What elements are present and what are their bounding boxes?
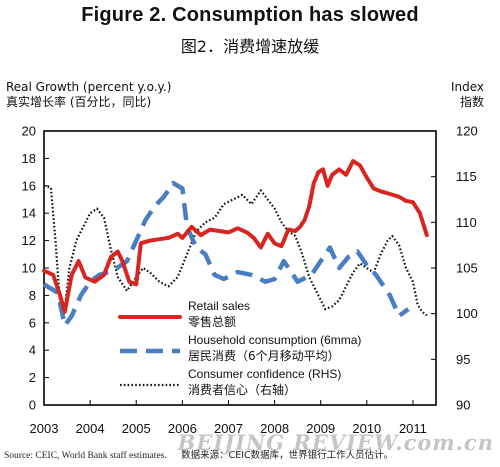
left-tick-label: 10 [22,261,36,276]
legend-label-en: Consumer confidence (RHS) [188,367,341,381]
source-note-cn: 数据来源：CEIC数据库，世界银行工作人员估计。 [181,450,394,461]
watermark: BEIJING REVIEW.com.cn [177,430,494,455]
right-axis-title-cn: 指数 [459,95,484,109]
right-tick-label: 110 [456,215,477,230]
plot-frame [43,130,437,406]
left-tick-label: 2 [29,370,36,385]
chart-title: Figure 2. Consumption has slowed [81,4,419,26]
legend-label-en: Retail sales [188,299,250,313]
x-tick-label: 2003 [30,421,59,436]
left-tick-label: 20 [22,124,36,139]
right-tick-label: 120 [456,124,478,139]
x-tick-label: 2009 [306,421,335,436]
left-tick-label: 6 [29,315,36,330]
right-axis-title-en: Index [450,80,484,94]
left-tick-label: 14 [22,206,36,221]
legend-label-cn: 消费者信心（右轴） [188,382,296,397]
series-line-household-consumption-mma [42,180,410,328]
left-tick-label: 12 [22,233,36,248]
left-axis-title: Real Growth (percent y.o.y.) 真实增长率 (百分比，… [6,80,171,110]
legend-label-cn: 零售总额 [188,314,236,329]
x-tick-label: 2005 [122,421,151,436]
legend-label-cn: 居民消费（6个月移动平均） [188,349,340,363]
right-axis-title: Index 指数 [451,80,484,110]
left-tick-label: 0 [29,398,36,413]
left-tick-label: 18 [22,151,36,166]
left-tick-label: 16 [22,178,36,193]
series-layer [42,159,429,328]
left-axis-title-cn: 真实增长率 (百分比，同比) [6,95,152,109]
left-tick-label: 4 [29,343,36,358]
x-tick-label: 2011 [399,421,427,436]
right-tick-label: 105 [456,261,478,276]
right-tick-label: 100 [456,306,478,321]
x-tick-label: 2004 [76,421,105,436]
left-tick-label: 8 [29,288,36,303]
x-tick-label: 2010 [352,421,381,436]
series-line-retail-sales [42,159,429,314]
legend-label-en: Household consumption (6mma) [188,333,361,347]
x-tick-label: 2007 [214,421,243,436]
chart-subtitle: 图2．消费增速放缓 [180,37,320,56]
source-note-en: Source: CEIC, World Bank staff estimates… [4,451,167,461]
right-tick-label: 95 [456,352,470,367]
plot-border [43,130,437,406]
right-tick-label: 115 [456,169,477,184]
source-note: Source: CEIC, World Bank staff estimates… [4,447,393,461]
right-tick-label: 90 [456,398,470,413]
left-axis: 0 2 4 6 8 10 12 14 16 18 20 [22,124,49,413]
right-axis: 90 95 100 105 110 115 120 [431,124,478,413]
left-axis-title-en: Real Growth (percent y.o.y.) [6,80,172,94]
x-tick-label: 2006 [168,421,197,436]
x-axis: 2003 2004 2005 2006 2007 2008 2009 2010 2011 [30,400,427,436]
x-tick-label: 2008 [260,421,289,436]
series-line-consumer-confidence-rhs [43,184,428,317]
